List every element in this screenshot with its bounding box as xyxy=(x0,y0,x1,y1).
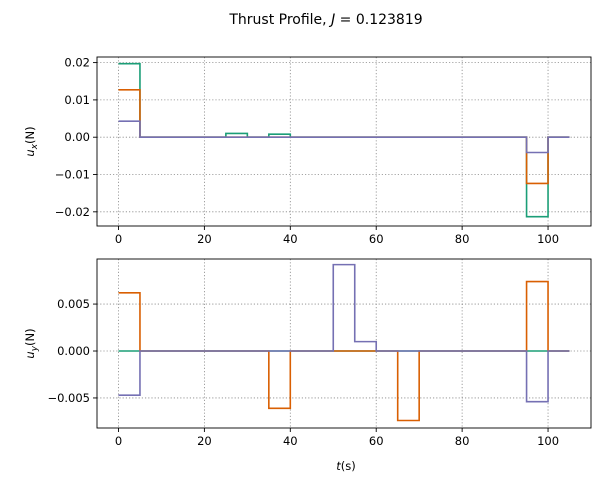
y-tick-label: 0.005 xyxy=(57,297,90,311)
y-tick-label: −0.01 xyxy=(55,168,90,182)
y-tick-label: 0.000 xyxy=(57,344,90,358)
series-line-purple xyxy=(118,120,570,154)
y-tick-label: 0.01 xyxy=(64,93,90,107)
x-tick-label: 40 xyxy=(283,434,298,448)
x-tick-label: 100 xyxy=(537,232,559,246)
y-tick-label: 0.02 xyxy=(64,56,90,70)
plot-frame xyxy=(96,258,592,429)
y-tick-label: 0.00 xyxy=(64,130,90,144)
y-tick-label: −0.005 xyxy=(47,391,90,405)
series-line-green xyxy=(118,62,570,218)
x-tick-label: 0 xyxy=(115,232,122,246)
x-tick-label: 20 xyxy=(197,434,212,448)
subplot-uy: 0 20 40 60 80 100 0.005 0.000 −0.005 uy(N) xyxy=(23,258,592,448)
x-tick-label: 20 xyxy=(197,232,212,246)
chart-title: Thrust Profile, J = 0.123819 xyxy=(228,12,422,28)
x-axis-label: t(s) xyxy=(336,459,355,473)
ux-axis-label: ux(N) xyxy=(23,126,40,156)
plot-frame xyxy=(96,56,592,227)
subplots: 0 20 40 60 80 1000.020.010.00−0.01−0.02ux(N)0… xyxy=(23,56,592,448)
uy-axis-label: uy(N) xyxy=(23,328,40,358)
y-tick-label: −0.02 xyxy=(55,205,90,219)
x-tick-label: 60 xyxy=(369,232,384,246)
x-tick-label: 80 xyxy=(455,232,470,246)
x-tick-label: 80 xyxy=(455,434,470,448)
x-tick-label: 0 xyxy=(115,434,122,448)
x-tick-label: 60 xyxy=(369,434,384,448)
x-tick-label: 100 xyxy=(537,434,559,448)
subplot-ux: 0 20 40 60 80 100 0.02 0.01 0.00 −0.01 −0.02 ux(N) xyxy=(23,56,592,246)
x-tick-label: 40 xyxy=(283,232,298,246)
series-line-purple xyxy=(118,263,570,403)
